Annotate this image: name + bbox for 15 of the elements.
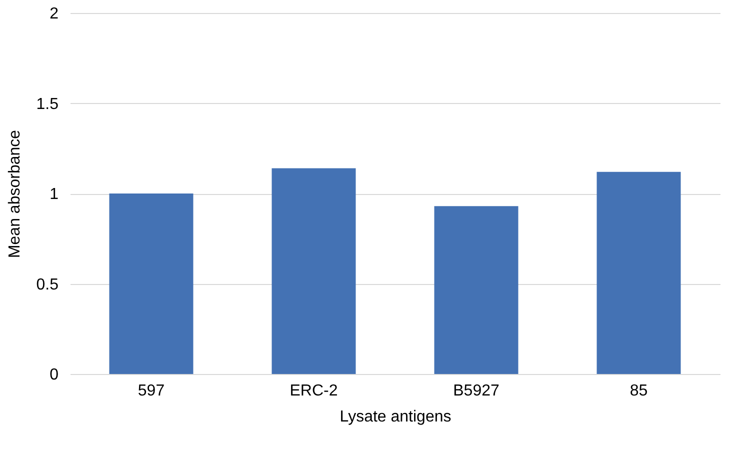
x-tick-label: 85 bbox=[630, 382, 648, 400]
bar bbox=[434, 206, 518, 374]
bar bbox=[596, 172, 681, 374]
y-tick-label: 0.5 bbox=[36, 276, 59, 294]
bar bbox=[272, 168, 356, 374]
y-tick-label: 1.5 bbox=[36, 96, 59, 113]
y-tick-label: 2 bbox=[50, 6, 59, 22]
x-tick-label: B5927 bbox=[453, 382, 500, 400]
y-axis-title: Mean absorbance bbox=[6, 130, 24, 258]
x-tick-label: 597 bbox=[138, 382, 165, 400]
bar bbox=[109, 194, 194, 374]
x-tick-label: ERC-2 bbox=[290, 382, 338, 400]
y-tick-label: 0 bbox=[50, 366, 59, 384]
y-tick-label: 1 bbox=[50, 186, 59, 203]
x-axis-title: Lysate antigens bbox=[340, 408, 452, 426]
